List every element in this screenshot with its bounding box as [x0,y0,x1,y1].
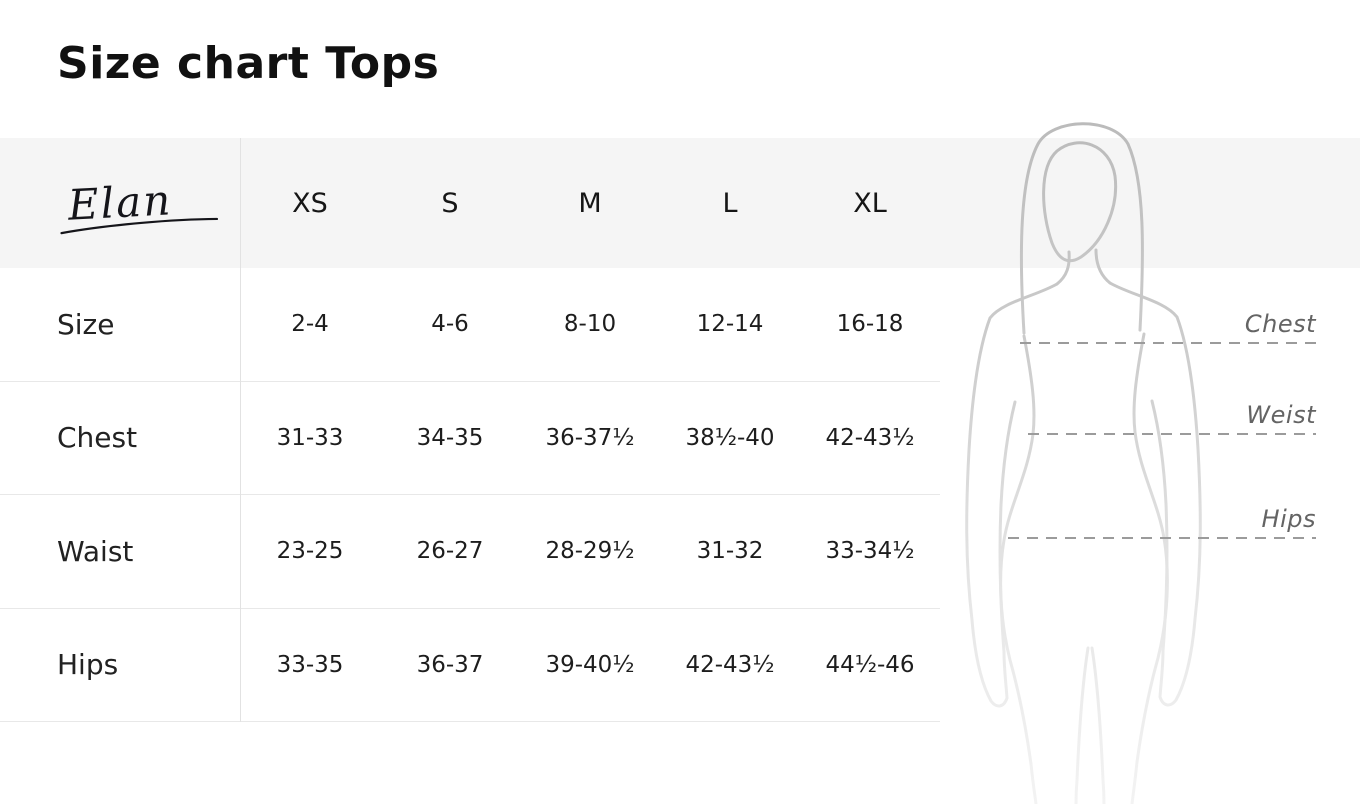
size-s-value: 4-6 [431,311,469,338]
table-row-chest: Chest 31-33 34-35 36-37½ 38½-40 42-43½ [0,382,940,495]
table-header-row: Elan XS S M L XL [0,138,940,268]
neck-right [1094,248,1112,285]
hips-measure-label: Hips [1261,505,1316,533]
female-body-outline-illustration [965,122,1202,804]
waist-l-value: 31-32 [696,538,764,565]
logo-underline-flourish [60,217,218,235]
waist-measure-label: Weist [1246,401,1316,429]
waist-s-value: 26-27 [416,538,484,565]
hips-s-value: 36-37 [416,651,484,678]
row-label-chest: Chest [57,421,138,455]
size-xl-value: 16-18 [836,311,904,338]
chest-measure-line [1020,342,1316,344]
column-header-xl: XL [853,187,887,219]
size-m-value: 8-10 [563,311,617,338]
chest-measure-label: Chest [1244,310,1316,338]
size-xs-value: 2-4 [291,311,329,338]
waist-xs-value: 23-25 [276,538,344,565]
column-header-s: S [441,187,459,219]
size-chart-table: Elan XS S M L XL Size 2-4 4-6 8-10 12-14… [0,138,940,722]
table-row-hips: Hips 33-35 36-37 39-40½ 42-43½ 44½-46 [0,609,940,722]
waist-xl-value: 33-34½ [825,538,915,565]
right-torso-leg [1130,332,1169,804]
waist-measure-line [1028,433,1316,435]
column-header-m: M [578,187,602,219]
chest-m-value: 36-37½ [545,424,635,451]
brand-logo: Elan [0,175,240,235]
row-label-waist: Waist [57,534,134,568]
right-shoulder-arm [1108,281,1202,707]
inner-right-leg [1090,646,1106,804]
left-torso-leg [999,334,1038,804]
column-header-xs: XS [292,187,328,219]
chest-s-value: 34-35 [416,424,484,451]
hips-m-value: 39-40½ [545,651,635,678]
chest-l-value: 38½-40 [685,424,775,451]
waist-m-value: 28-29½ [545,538,635,565]
hair-outline [1019,122,1144,335]
row-label-size: Size [57,307,115,341]
left-shoulder-arm [965,282,1059,708]
neck-left [1055,250,1071,286]
hips-measure-line [1008,537,1316,539]
inner-left-leg [1074,646,1090,804]
chest-xs-value: 31-33 [276,424,344,451]
face-outline [1042,141,1118,263]
table-row-size: Size 2-4 4-6 8-10 12-14 16-18 [0,268,940,382]
page-title: Size chart Tops [57,38,440,89]
hips-xl-value: 44½-46 [825,651,915,678]
size-l-value: 12-14 [696,311,764,338]
table-row-waist: Waist 23-25 26-27 28-29½ 31-32 33-34½ [0,495,940,609]
chest-xl-value: 42-43½ [825,424,915,451]
brand-logo-signature: Elan [60,175,218,235]
table-vertical-divider [240,138,241,722]
column-header-l: L [722,187,738,219]
hips-xs-value: 33-35 [276,651,344,678]
hips-l-value: 42-43½ [685,651,775,678]
row-label-hips: Hips [57,648,119,682]
